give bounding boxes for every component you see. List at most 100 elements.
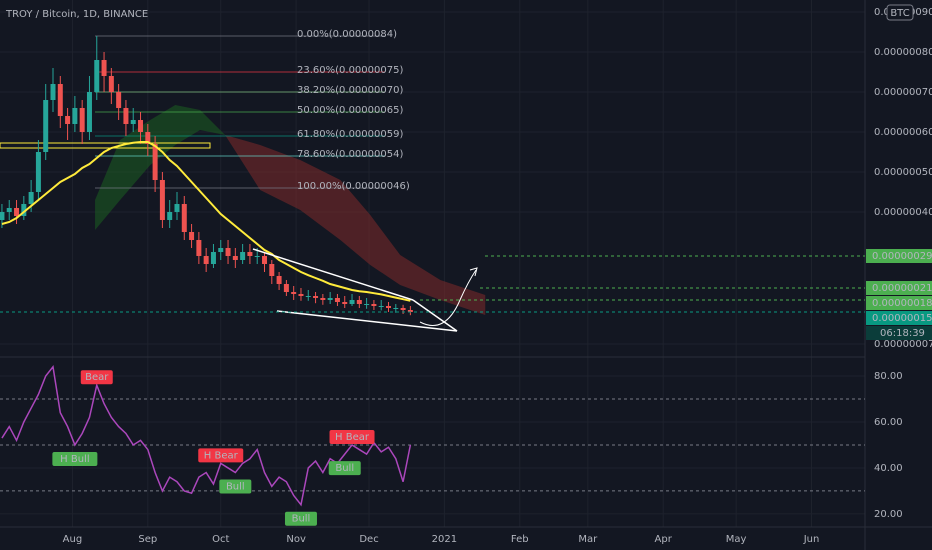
currency-badge [886, 4, 914, 21]
rsi-tick-label: 60.00 [874, 417, 903, 428]
candle-body [43, 100, 49, 152]
candle-body [276, 276, 282, 284]
price-tag-label: 0.00000018 [872, 298, 932, 309]
candle-body [167, 212, 173, 220]
x-tick-label: Oct [212, 534, 229, 545]
candle-body [181, 204, 187, 232]
candle-body [407, 310, 413, 312]
candle-body [6, 208, 12, 212]
candle-body [21, 204, 27, 216]
divergence-label: Bull [292, 514, 311, 525]
x-tick-label: Apr [655, 534, 673, 545]
countdown: 06:18:39 [880, 328, 925, 339]
ichimoku-cloud [225, 135, 486, 315]
candle-body [174, 204, 180, 212]
y-tick-label: 0.00000007 [874, 339, 932, 350]
candle-body [262, 256, 268, 264]
fib-label: 61.80%(0.00000059) [297, 129, 403, 140]
fib-label: 0.00%(0.00000084) [297, 29, 397, 40]
candle-body [196, 240, 202, 256]
divergence-label: H Bull [60, 454, 89, 465]
candle-body [189, 232, 195, 240]
candle-body [378, 306, 384, 307]
rsi-tick-label: 40.00 [874, 463, 903, 474]
candle-body [108, 76, 114, 92]
candles [0, 36, 413, 316]
trendline [412, 299, 458, 332]
candle-body [86, 92, 92, 132]
candle-body [298, 294, 304, 296]
y-tick-label: 0.00000040 [874, 207, 932, 218]
candle-body [232, 256, 238, 260]
candle-body [35, 152, 41, 192]
divergence-label: H Bear [204, 450, 239, 461]
candle-body [393, 308, 399, 309]
x-tick-label: 2021 [432, 534, 457, 545]
candle-body [247, 252, 253, 256]
candle-body [291, 292, 297, 294]
candle-body [320, 298, 326, 300]
x-tick-label: Jun [803, 534, 820, 545]
divergence-label: H Bear [335, 432, 370, 443]
y-tick-label: 0.00000050 [874, 167, 932, 178]
x-tick-label: Nov [286, 534, 306, 545]
candle-body [0, 212, 5, 220]
price-tag [866, 311, 932, 325]
candle-body [218, 248, 224, 252]
rsi-line [1, 365, 412, 507]
candle-body [283, 284, 289, 292]
candle-body [203, 256, 209, 264]
divergence-label: Bear [85, 372, 109, 383]
candle-body [50, 84, 56, 100]
projection-arrow [419, 269, 477, 326]
price-tag [866, 249, 932, 263]
fib-label: 38.20%(0.00000070) [297, 85, 403, 96]
moving-average [1, 141, 411, 302]
candle-body [72, 108, 78, 124]
x-tick-label: Feb [511, 534, 529, 545]
price-tag-label: 0.00000029 [872, 251, 932, 262]
divergence-badge [328, 461, 361, 476]
x-tick-label: Aug [63, 534, 83, 545]
candle-body [371, 304, 377, 306]
candle-body [240, 252, 246, 260]
axes: Aug Sep Oct Nov Dec 2021 Feb Mar Apr May Jun 0.0000… [0, 4, 932, 545]
x-tick-label: Sep [138, 534, 157, 545]
candle-body [385, 306, 391, 308]
candle-body [334, 298, 340, 302]
candle-body [123, 108, 129, 124]
candle-body [138, 120, 144, 132]
price-tag [866, 296, 932, 310]
candle-body [94, 60, 100, 92]
x-tick-label: Mar [578, 534, 598, 545]
divergence-badge [329, 429, 375, 444]
fibonacci: 0.00%(0.00000084) 23.60%(0.00000075) 38.20… [95, 29, 410, 192]
arrow-head [469, 267, 478, 277]
candle-body [159, 180, 165, 220]
candle-body [101, 60, 107, 76]
currency: BTC [890, 8, 909, 19]
price-tag-label: 0.00000015 [872, 313, 932, 324]
candle-body [305, 296, 311, 297]
fib-label: 23.60%(0.00000075) [297, 65, 403, 76]
y-tick-label: 0.00000060 [874, 127, 932, 138]
y-tick-label: 0.00000080 [874, 47, 932, 58]
divergence-label: Bull [335, 463, 354, 474]
ma-line [1, 141, 411, 302]
candle-body [14, 208, 20, 216]
candle-body [57, 84, 63, 116]
chart-title: TROY / Bitcoin, 1D, BINANCE [5, 9, 148, 20]
candle-body [65, 116, 71, 124]
candle-body [356, 300, 362, 304]
candle-body [130, 120, 136, 124]
candle-body [210, 252, 216, 264]
rsi-tick-label: 80.00 [874, 371, 903, 382]
candle-body [400, 308, 406, 310]
rsi-pane: Bear H Bull H Bear Bull Bull Bull H Bear [0, 365, 865, 526]
candle-body [342, 302, 348, 304]
candle-body [225, 248, 231, 256]
candle-body [79, 108, 85, 132]
candle-body [145, 132, 151, 144]
